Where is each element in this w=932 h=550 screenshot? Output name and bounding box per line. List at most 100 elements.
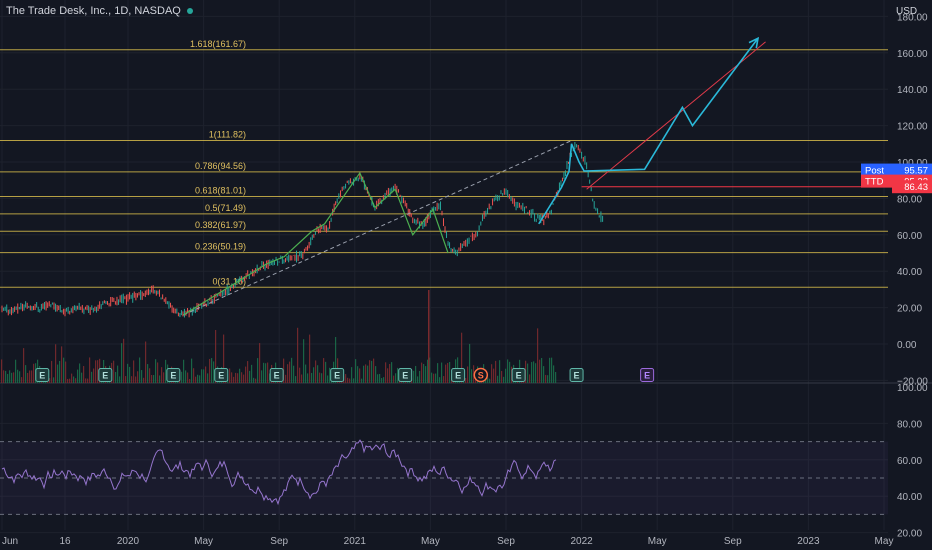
- volume-bar: [117, 365, 119, 383]
- earnings-marker-label-5: E: [334, 371, 340, 381]
- volume-bar: [555, 372, 557, 383]
- volume-bar: [543, 366, 545, 383]
- volume-bar: [83, 366, 85, 383]
- time-axis-tick-2: 2020: [117, 536, 140, 547]
- volume-bar: [195, 376, 197, 383]
- volume-bar: [139, 357, 141, 383]
- volume-bar: [155, 359, 157, 383]
- price-axis-tick-1: 0.00: [897, 340, 917, 351]
- axes: −20.00 0.00 20.00 40.00 60.00 80.00 100.00 120.…: [2, 12, 928, 547]
- split-marker: [473, 367, 489, 383]
- fib-level-label-7: 0(31.16): [212, 276, 246, 286]
- volume-bar: [1, 359, 3, 383]
- time-axis-tick-6: May: [421, 536, 440, 547]
- volume-bar: [549, 357, 551, 383]
- currency-label: USD: [896, 6, 918, 17]
- rsi-line: [1, 439, 557, 506]
- volume-bar: [25, 365, 27, 383]
- volume-bar: [77, 369, 79, 383]
- volume-bar: [351, 367, 353, 383]
- volume-bar: [181, 371, 183, 383]
- volume-bar: [305, 364, 307, 383]
- volume-bar: [507, 359, 509, 383]
- volume-bar: [285, 374, 287, 383]
- volume-bar: [85, 378, 87, 383]
- price-series: [1, 141, 604, 318]
- volume-bar: [369, 360, 371, 383]
- price-tag-box-2: [892, 180, 932, 194]
- volume-bar: [497, 375, 499, 383]
- volume-bar: [533, 361, 535, 383]
- volume-bar: [239, 368, 241, 383]
- volume-bar: [265, 363, 267, 383]
- volume-bar: [289, 361, 291, 383]
- volume-bar: [529, 374, 531, 383]
- volume-bar: [449, 361, 451, 383]
- volume-bar: [293, 365, 295, 383]
- earnings-marker-label-9: E: [516, 371, 522, 381]
- time-axis-tick-12: May: [875, 536, 894, 547]
- time-axis-tick-9: May: [648, 536, 667, 547]
- volume-bar: [57, 364, 59, 383]
- volume-bar: [185, 370, 187, 383]
- volume-bar: [187, 372, 189, 383]
- volume-bar: [553, 365, 555, 383]
- time-axis-tick-5: 2021: [344, 536, 367, 547]
- volume-bar: [215, 329, 217, 383]
- volume-bar: [251, 364, 253, 383]
- volume-bar: [19, 371, 21, 383]
- volume-bar: [261, 370, 263, 383]
- volume-bar: [253, 377, 255, 383]
- volume-bar: [353, 378, 355, 383]
- volume-bar: [317, 365, 319, 383]
- volume-bar: [431, 372, 433, 383]
- volume-bar: [363, 365, 365, 383]
- volume-bar: [371, 360, 373, 383]
- earnings-marker-label-8: S: [478, 371, 484, 381]
- volume-bar: [49, 378, 51, 383]
- volume-bar: [3, 370, 5, 383]
- rsi-axis-tick-3: 80.00: [897, 419, 922, 430]
- volume-bar: [551, 357, 553, 383]
- time-axis-tick-3: May: [194, 536, 213, 547]
- volume-bar: [17, 369, 19, 383]
- volume-bar: [201, 369, 203, 383]
- earnings-marker: [330, 368, 345, 382]
- volume-bar: [59, 360, 61, 383]
- volume-bar: [429, 357, 431, 383]
- fib-level-label-4: 0.5(71.49): [205, 203, 246, 213]
- volume-bar: [27, 372, 29, 383]
- fib-level-label-2: 0.786(94.56): [195, 161, 246, 171]
- volume-bar: [325, 361, 327, 383]
- volume-bar: [499, 360, 501, 383]
- chart-title: The Trade Desk, Inc., 1D, NASDAQ: [6, 5, 193, 17]
- volume-bar: [233, 376, 235, 383]
- volume-bar: [145, 341, 147, 383]
- volume-bar: [75, 378, 77, 383]
- volume-bar: [247, 361, 249, 383]
- earnings-marker-label-11: E: [644, 371, 650, 381]
- volume-bar: [387, 368, 389, 383]
- price-axis-tick-3: 40.00: [897, 267, 922, 278]
- volume-bar: [361, 378, 363, 383]
- volume-bar: [503, 376, 505, 383]
- volume-bar: [213, 361, 215, 383]
- projection-path: [538, 37, 759, 225]
- volume-bar: [7, 373, 9, 383]
- user-drawings[interactable]: [183, 36, 888, 316]
- volume-bar: [269, 373, 271, 383]
- volume-bar: [531, 362, 533, 383]
- earnings-marker-label-10: E: [574, 371, 580, 381]
- volume-bar: [121, 343, 123, 383]
- fib-level-label-3: 0.618(81.01): [195, 186, 246, 196]
- volume-bar: [243, 374, 245, 383]
- volume-bar: [357, 366, 359, 383]
- fibonacci-retracement[interactable]: 1.618(161.67) 1(111.82) 0.786(94.56) 0.618(…: [0, 39, 888, 288]
- volume-bar: [151, 375, 153, 383]
- volume-bar: [413, 370, 415, 383]
- volume-bar: [135, 376, 137, 383]
- volume-bar: [267, 362, 269, 383]
- volume-bar: [491, 364, 493, 383]
